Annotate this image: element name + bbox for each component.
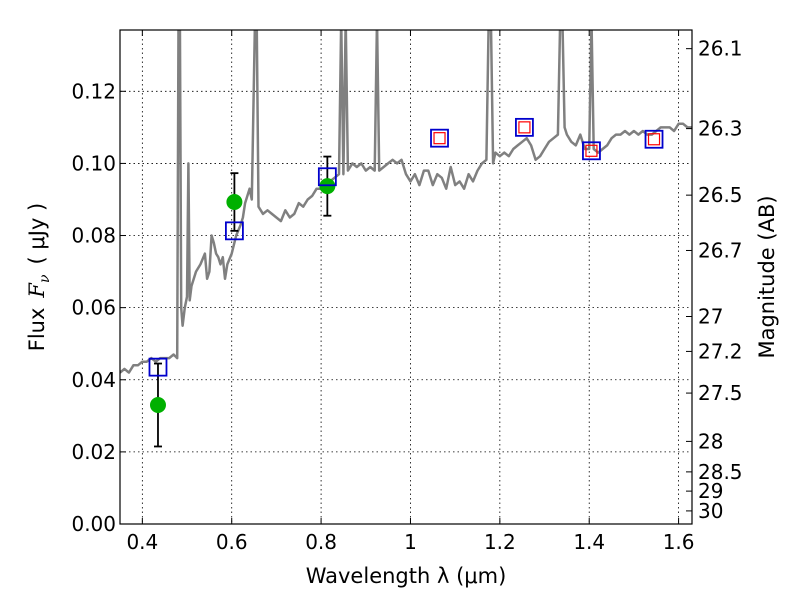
y-axis-title-unit: ( μJy ) [25, 203, 49, 265]
model-photometry-square [644, 129, 664, 149]
model-photometry-square [148, 357, 168, 377]
y2-tick-label: 26.7 [698, 238, 743, 262]
y2-tick-label: 28 [698, 429, 723, 453]
y-tick-label: 0.08 [71, 224, 116, 248]
plot-frame [119, 29, 693, 525]
axis-ticks: 0.4 0.6 0.8 1 1.2 1.4 1.6 0.00 0.02 0.04 0.06 0.08 0… [71, 30, 743, 554]
x-tick-label: 1.2 [484, 530, 516, 554]
y-tick-label: 0.02 [71, 440, 116, 464]
model-photometry-square [430, 128, 449, 148]
nir-photometry-square [518, 121, 531, 134]
model-photometry-square [515, 117, 534, 137]
y-axis-title-subscript: ν [37, 274, 53, 283]
y2-tick-label: 29 [698, 479, 723, 503]
y2-tick-label: 27.2 [698, 339, 743, 363]
y-tick-label: 0.04 [71, 368, 116, 392]
y2-tick-label: 30 [698, 499, 723, 523]
observed-flux-point [149, 397, 166, 414]
sed-model-line [120, 30, 692, 374]
y-axis-title-prefix: Flux [25, 308, 49, 352]
model-photometry-square [582, 141, 601, 161]
y2-axis-title: Magnitude (AB) [755, 195, 779, 358]
x-tick-label: 1 [404, 530, 417, 554]
x-tick-label: 0.8 [305, 530, 337, 554]
nir-photometry-square [433, 132, 446, 145]
y2-tick-label: 28.5 [698, 460, 743, 484]
y-tick-label: 0.10 [71, 151, 116, 175]
x-tick-label: 0.4 [126, 530, 158, 554]
y2-tick-label: 27 [698, 305, 723, 329]
y2-tick-label: 26.3 [698, 117, 743, 141]
y-tick-label: 0.06 [71, 296, 116, 320]
y-axis-title: Flux Fν ( μJy ) [25, 203, 53, 351]
y2-tick-label: 26.1 [698, 37, 743, 61]
observed-flux-point [226, 193, 243, 210]
y2-tick-label: 27.5 [698, 381, 743, 405]
x-tick-label: 1.6 [663, 530, 695, 554]
nir-photometry-square [647, 133, 661, 146]
x-tick-label: 1.4 [573, 530, 605, 554]
x-axis-title: Wavelength λ (μm) [306, 564, 507, 588]
model-photometry-square [317, 167, 337, 187]
plot-area [120, 30, 692, 448]
y2-tick-label: 26.5 [698, 183, 743, 207]
model-photometry-square [224, 221, 244, 241]
nir-photometry-square [585, 144, 598, 157]
y-tick-label: 0.00 [71, 512, 116, 536]
x-tick-label: 0.6 [216, 530, 248, 554]
y-axis-title-symbol: F [25, 282, 49, 299]
y-tick-label: 0.12 [71, 79, 116, 103]
